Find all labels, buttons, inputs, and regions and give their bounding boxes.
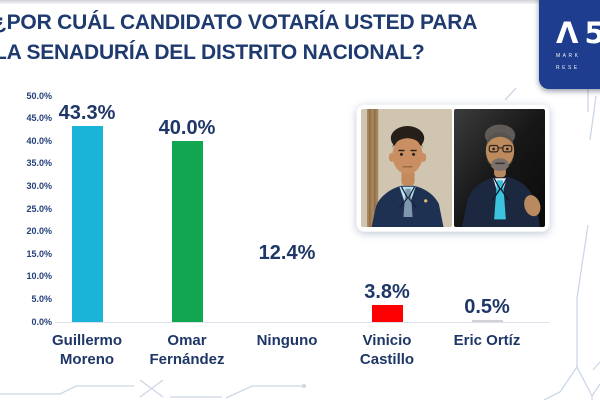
y-axis-tick-0-0-: 0.0%	[31, 316, 52, 327]
brand-logo-glyph: Λ5	[556, 16, 600, 50]
photo-right-candidate	[454, 109, 545, 227]
bar-omar-fernandez	[171, 141, 203, 322]
value-label-omar-fernandez: 40.0%	[158, 117, 216, 140]
y-axis-tick-25-0-: 25.0%	[26, 203, 52, 214]
bar-vinicio-castillo	[371, 304, 403, 322]
category-label-ninguno: Ninguno	[256, 332, 318, 349]
brand-logo-subtext-line1: MARK	[556, 53, 581, 59]
x-axis-line	[55, 322, 549, 323]
y-axis-tick-50-0-: 50.0%	[26, 90, 52, 101]
brand-logo: Λ5 MARK RESE	[539, 0, 600, 89]
top-window-strip	[0, 0, 600, 4]
bar-ninguno	[271, 265, 303, 322]
category-label-eric-ortiz: Eric Ortíz	[453, 332, 521, 349]
brand-logo-subtext-line2: RESE	[556, 65, 580, 71]
category-label-omar-fernandez: Omar Fernández	[149, 332, 225, 368]
y-axis-tick-20-0-: 20.0%	[26, 226, 52, 237]
photo-left-candidate	[361, 109, 452, 227]
bar-eric-ortiz	[471, 319, 503, 322]
y-axis-tick-40-0-: 40.0%	[26, 135, 52, 146]
y-axis-tick-15-0-: 15.0%	[26, 248, 52, 259]
value-label-eric-ortiz: 0.5%	[464, 295, 510, 318]
value-label-ninguno: 12.4%	[258, 241, 316, 264]
y-axis-tick-5-0-: 5.0%	[31, 293, 52, 304]
category-label-vinicio-castillo: Vinicio Castillo	[359, 332, 415, 368]
page-title: ¿POR CUÁL CANDIDATO VOTARÍA USTED PARA L…	[0, 8, 539, 68]
bar-guillermo-moreno	[71, 126, 103, 322]
page-title-line2: LA SENADURÍA DEL DISTRITO NACIONAL?	[0, 41, 425, 64]
y-axis-tick-35-0-: 35.0%	[26, 158, 52, 169]
y-axis-tick-45-0-: 45.0%	[26, 113, 52, 124]
page-title-line1: ¿POR CUÁL CANDIDATO VOTARÍA USTED PARA	[0, 11, 478, 34]
y-axis-tick-30-0-: 30.0%	[26, 180, 52, 191]
y-axis-tick-10-0-: 10.0%	[26, 271, 52, 282]
candidates-photo-card	[356, 104, 550, 232]
value-label-vinicio-castillo: 3.8%	[364, 280, 410, 303]
value-label-guillermo-moreno: 43.3%	[58, 102, 116, 125]
category-label-guillermo-moreno: Guillermo Moreno	[51, 332, 122, 368]
